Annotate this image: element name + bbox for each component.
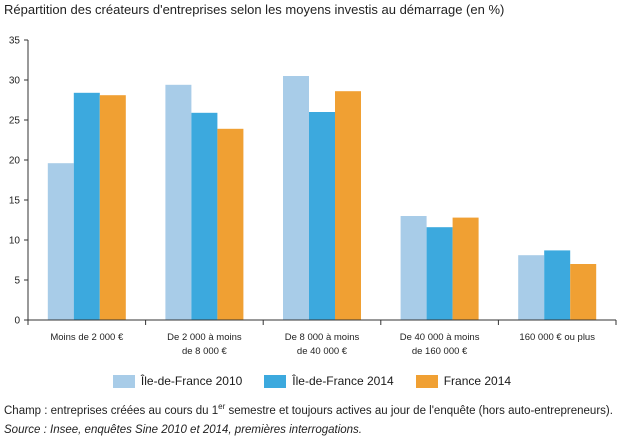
y-tick-label: 35 [9,36,21,47]
legend-swatch [112,374,135,388]
legend-label: Île-de-France 2014 [292,374,394,388]
bar [191,112,218,320]
legend-item-idf-2010: Île-de-France 2010 [112,374,243,388]
y-tick-label: 30 [9,76,21,87]
bar [217,128,244,320]
x-category-label: Moins de 2 000 € [50,332,124,343]
x-category-label: de 160 000 € [412,346,468,357]
bars [47,76,597,320]
legend-swatch [415,374,438,388]
bar [426,227,453,320]
x-category-label: De 2 000 à moins [167,332,242,343]
legend: Île-de-France 2010 Île-de-France 2014 Fr… [0,374,624,388]
bar [283,76,309,320]
y-tick-label: 15 [9,196,21,207]
bar [452,217,479,320]
y-tick-label: 25 [9,116,21,127]
bar [570,264,597,320]
x-axis: Moins de 2 000 € De 2 000 à moins de 8 000… [27,319,617,357]
x-category-label: de 8 000 € [182,346,228,357]
y-tick-label: 0 [14,316,20,327]
bar [544,250,571,320]
x-category-label: De 40 000 à moins [400,332,480,343]
note-text-end: semestre et toujours actives au jour de … [225,404,613,417]
y-tick-label: 10 [9,236,21,247]
bar [309,112,335,320]
scope-note: Champ : entreprises créées au cours du 1… [4,402,613,417]
source-note: Source : Insee, enquêtes Sine 2010 et 20… [4,424,363,436]
bar [165,84,192,320]
bar [518,255,545,320]
legend-swatch [264,374,287,388]
bar [47,163,74,320]
bar-chart: 0 5 10 15 20 25 30 35 Moins de 2 000 € De 2 000 … [9,36,617,357]
y-tick-label: 5 [14,276,20,287]
bar [99,95,126,320]
y-tick-label: 20 [9,156,21,167]
x-category-label: De 8 000 à moins [285,332,360,343]
legend-label: Île-de-France 2010 [140,374,243,388]
legend-item-france-2014: France 2014 [415,374,512,388]
x-category-label: 160 000 € ou plus [519,332,595,343]
bar [73,92,100,320]
note-text: Champ : entreprises créées au cours du 1 [4,404,219,417]
legend-item-idf-2014: Île-de-France 2014 [264,374,394,388]
y-axis: 0 5 10 15 20 25 30 35 [9,36,29,327]
bar [400,216,427,320]
chart-title: Répartition des créateurs d'entreprises … [4,2,505,17]
bar [335,91,361,320]
note-superscript: er [218,402,226,411]
x-category-label: de 40 000 € [297,346,348,357]
legend-label: France 2014 [443,374,512,388]
